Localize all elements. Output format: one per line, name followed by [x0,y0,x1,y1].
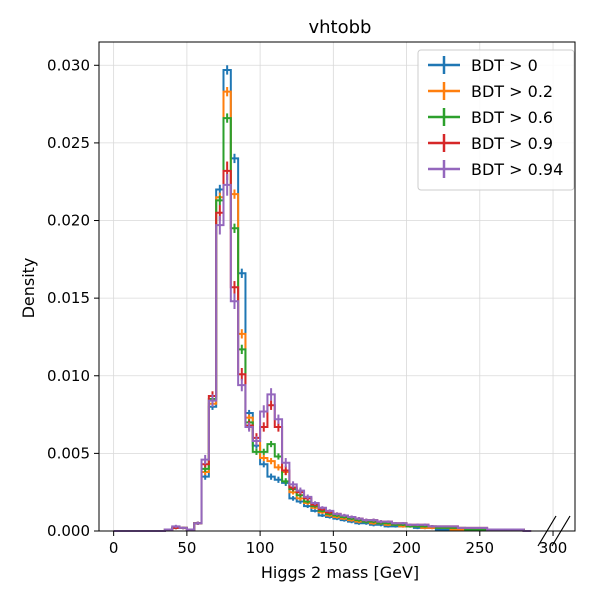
legend-label: BDT > 0.94 [471,160,563,179]
x-tick-label: 200 [392,539,421,557]
x-tick-label: 300 [539,539,568,557]
legend-box [417,49,575,191]
axis-break-mark-left [537,515,557,547]
legend-item: BDT > 0.9 [428,134,553,153]
chart-title: vhtobb [309,17,372,38]
y-tick-label: 0.015 [47,289,90,307]
legend-label: BDT > 0.2 [471,82,553,101]
plot-frame [98,41,576,532]
y-tick-label: 0.005 [47,444,90,462]
series-step-line [113,183,532,532]
x-tick-label: 150 [319,539,348,557]
legend-label: BDT > 0 [471,56,538,75]
x-axis-ticks: 0 50 100 150 200 250 300 [109,531,567,557]
y-tick-label: 0.030 [47,56,90,74]
y-tick-label: 0.025 [47,134,90,152]
legend: BDT > 0 BDT > 0.2 BDT > 0.6 BDT > 0.9 BDT > … [417,49,575,191]
y-tick-label: 0.020 [47,212,90,230]
series-layer [113,65,532,532]
legend-item: BDT > 0.94 [428,160,563,179]
x-tick-label: 250 [465,539,494,557]
y-tick-label: 0.000 [47,522,90,540]
axis-break-marks [537,515,571,547]
y-axis-label: Density [19,258,38,319]
x-tick-label: 0 [109,539,119,557]
series-5 [113,173,532,532]
legend-item: BDT > 0 [428,56,538,75]
legend-label: BDT > 0.9 [471,134,553,153]
legend-label: BDT > 0.6 [471,108,553,127]
x-axis-label: Higgs 2 mass [GeV] [261,563,419,582]
axis-break-mark-right [551,515,571,547]
legend-item: BDT > 0.6 [428,108,553,127]
x-tick-label: 100 [246,539,275,557]
y-axis-ticks: 0.000 0.005 0.010 0.015 0.020 0.025 0.030 [47,56,99,540]
legend-item: BDT > 0.2 [428,82,553,101]
y-tick-label: 0.010 [47,367,90,385]
x-tick-label: 50 [177,539,196,557]
